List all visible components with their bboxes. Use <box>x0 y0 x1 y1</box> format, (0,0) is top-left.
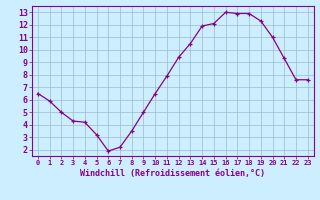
X-axis label: Windchill (Refroidissement éolien,°C): Windchill (Refroidissement éolien,°C) <box>80 169 265 178</box>
